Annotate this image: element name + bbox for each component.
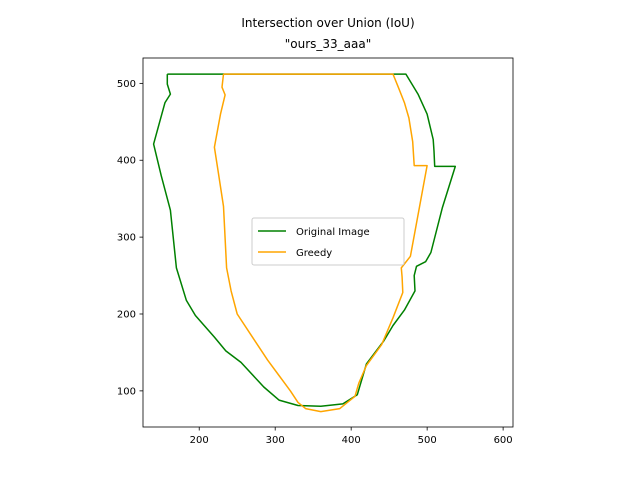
chart-title: Intersection over Union (IoU) xyxy=(241,16,414,30)
y-tick-label: 200 xyxy=(117,309,136,320)
chart-subtitle: "ours_33_aaa" xyxy=(285,37,372,51)
x-axis-ticks: 200 300 400 500 600 xyxy=(190,427,513,446)
x-tick-label: 300 xyxy=(266,435,285,446)
legend: Original Image Greedy xyxy=(251,217,405,266)
y-tick-label: 300 xyxy=(117,233,136,244)
y-tick-label: 400 xyxy=(117,156,136,167)
legend-label-1: Greedy xyxy=(296,248,332,259)
legend-box xyxy=(251,217,405,266)
axes-frame xyxy=(142,57,514,428)
y-tick-label: 500 xyxy=(117,79,136,90)
x-tick-label: 400 xyxy=(342,435,361,446)
axes-border xyxy=(142,57,514,428)
y-tick-label: 100 xyxy=(117,386,136,397)
legend-label-0: Original Image xyxy=(296,227,370,238)
x-tick-label: 600 xyxy=(494,435,513,446)
x-tick-label: 500 xyxy=(418,435,437,446)
series-line-0 xyxy=(152,73,457,407)
series-line-1 xyxy=(213,73,428,413)
y-axis-ticks: 100 200 300 400 500 xyxy=(117,79,143,397)
plot-lines xyxy=(152,73,457,413)
x-tick-label: 200 xyxy=(190,435,209,446)
